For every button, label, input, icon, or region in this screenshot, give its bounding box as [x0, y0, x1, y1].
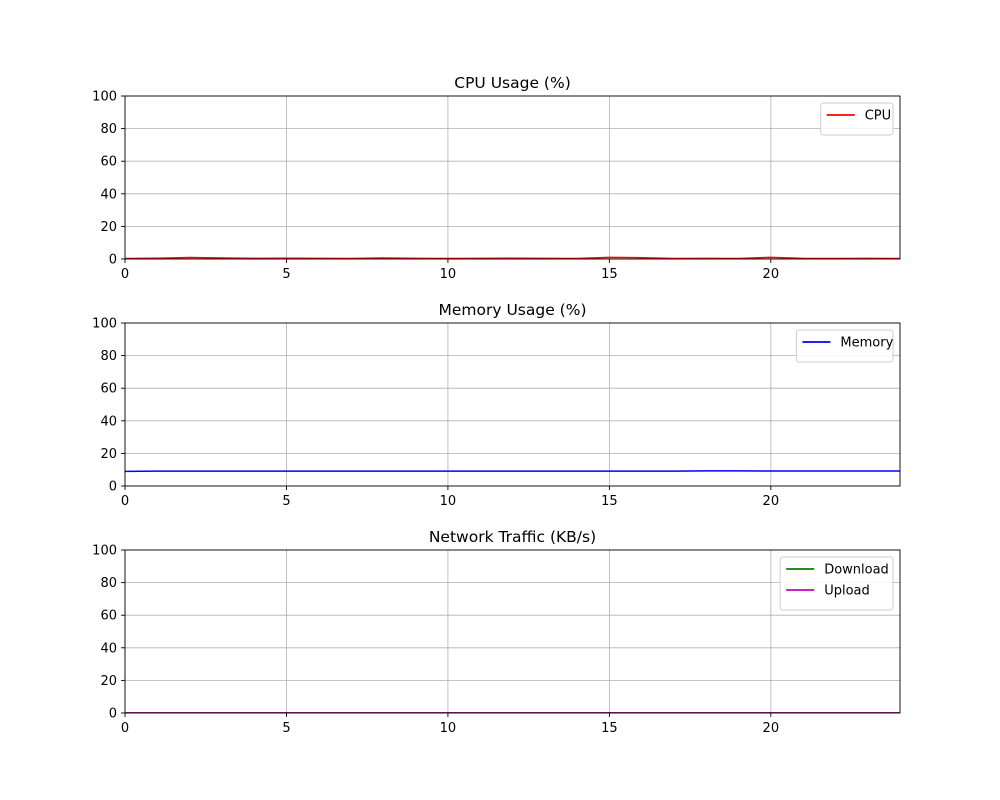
- y-tick-label: 100: [92, 90, 117, 105]
- x-tick-label: 5: [282, 721, 290, 736]
- x-tick-label: 5: [282, 267, 290, 282]
- y-tick-label: 100: [92, 544, 117, 559]
- legend-box: [795, 329, 894, 363]
- chart-panel-2: 0 5 10 15 20 0 20 40 60 80 100 Memory Usage (%) Memo…: [92, 301, 901, 509]
- legend: Memory: [795, 329, 894, 363]
- y-tick-label: 0: [109, 253, 117, 268]
- x-tick-label: 0: [121, 267, 129, 282]
- legend-label-download: Download: [824, 563, 889, 578]
- x-tick-label: 0: [121, 494, 129, 509]
- x-tick-label: 20: [763, 267, 780, 282]
- y-tick-label: 60: [100, 382, 117, 397]
- chart-title: Network Traffic (KB/s): [429, 528, 596, 546]
- legend-box: [820, 102, 894, 136]
- x-tick-label: 10: [440, 721, 457, 736]
- y-tick-label: 100: [92, 317, 117, 332]
- x-tick-label: 15: [601, 721, 618, 736]
- y-tick-label: 60: [100, 609, 117, 624]
- y-tick-label: 60: [100, 155, 117, 170]
- series-line-cpu: [125, 256, 900, 259]
- chart-title: Memory Usage (%): [438, 301, 586, 319]
- y-tick-label: 20: [100, 447, 117, 462]
- x-tick-label: 15: [601, 267, 618, 282]
- y-tick-label: 80: [100, 576, 117, 591]
- x-tick-label: 20: [763, 494, 780, 509]
- chart-title: CPU Usage (%): [454, 74, 571, 92]
- x-tick-label: 20: [763, 721, 780, 736]
- y-tick-label: 20: [100, 674, 117, 689]
- x-tick-label: 5: [282, 494, 290, 509]
- x-tick-label: 0: [121, 721, 129, 736]
- legend: CPU: [820, 102, 894, 136]
- chart-panel-3: 0 5 10 15 20 0 20 40 60 80 100 Network Traffic (KB/…: [92, 528, 901, 736]
- y-tick-label: 40: [100, 641, 117, 656]
- y-tick-label: 40: [100, 187, 117, 202]
- axes-frame: [124, 322, 901, 487]
- y-tick-label: 80: [100, 122, 117, 137]
- y-tick-label: 80: [100, 349, 117, 364]
- legend-label-memory: Memory: [840, 336, 893, 351]
- x-tick-label: 15: [601, 494, 618, 509]
- legend: Download Upload: [779, 556, 894, 611]
- x-tick-label: 10: [440, 494, 457, 509]
- y-tick-label: 0: [109, 707, 117, 722]
- y-tick-label: 20: [100, 220, 117, 235]
- chart-panel-1: 0 5 10 15 20 0 20 40 60 80 100 CPU Usage (%) CPU: [92, 74, 901, 282]
- y-tick-label: 0: [109, 480, 117, 495]
- axes-frame: [124, 95, 901, 260]
- legend-label-cpu: CPU: [865, 109, 891, 124]
- x-tick-label: 10: [440, 267, 457, 282]
- legend-label-upload: Upload: [824, 584, 870, 599]
- y-tick-label: 40: [100, 414, 117, 429]
- axes-frame: [124, 549, 901, 714]
- legend-box: [779, 556, 894, 611]
